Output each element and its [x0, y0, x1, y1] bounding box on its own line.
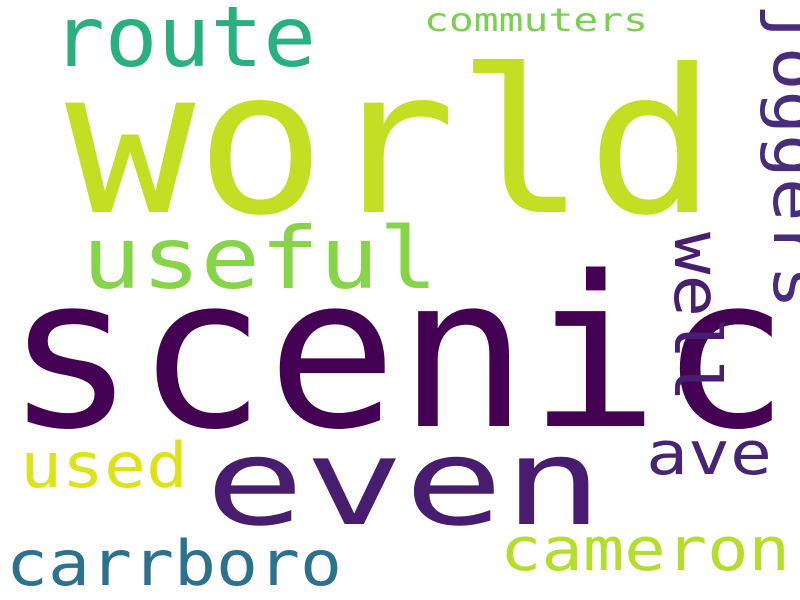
- word-route: route: [52, 0, 316, 86]
- word-carrboro: carrboro: [6, 527, 342, 600]
- word-joggers: joggers: [758, 3, 800, 309]
- word-cameron: cameron: [500, 515, 790, 585]
- word-well: well: [659, 232, 733, 402]
- word-used: used: [20, 429, 188, 502]
- word-commuters: commuters: [424, 1, 648, 39]
- word-scenic: scenic: [5, 231, 790, 476]
- word-world: world: [65, 27, 717, 260]
- word-ave: ave: [646, 419, 772, 489]
- word-even: even: [205, 414, 603, 553]
- word-useful: useful: [82, 209, 438, 309]
